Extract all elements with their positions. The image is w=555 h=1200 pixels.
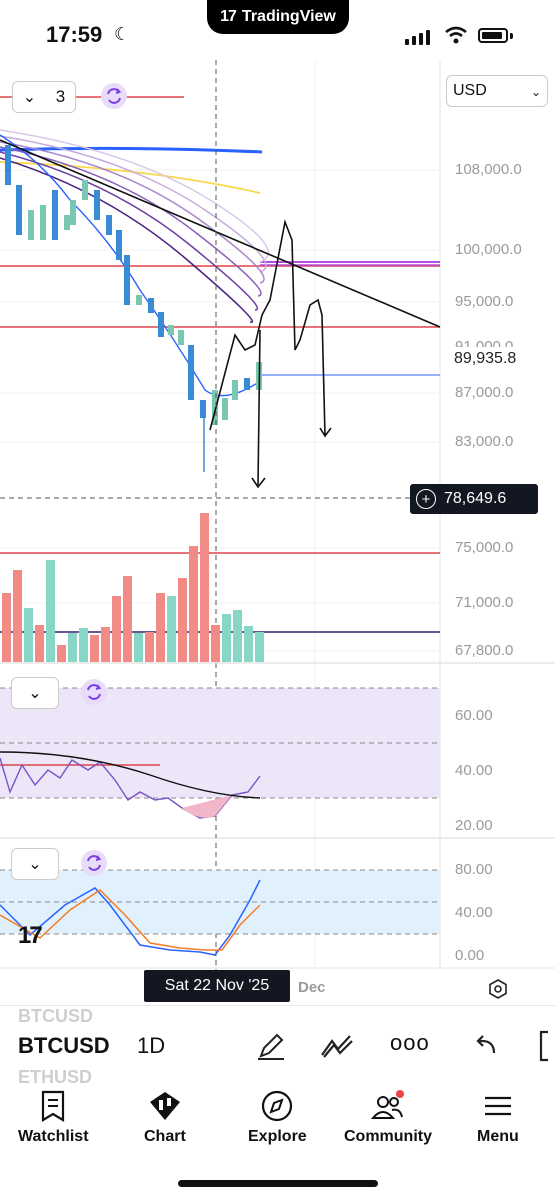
chevron-down-icon: ⌄: [530, 85, 541, 99]
pane-indicator-count: 3: [55, 87, 66, 106]
nav-community[interactable]: Community: [344, 1090, 432, 1146]
nav-menu[interactable]: Menu: [477, 1090, 519, 1146]
app-pill-label: TradingView: [241, 8, 336, 25]
rsi-axis-label: 60.00: [455, 707, 493, 724]
battery-icon: [478, 28, 508, 43]
nav-label: Watchlist: [18, 1128, 89, 1145]
more-icon[interactable]: ooo: [390, 1030, 430, 1055]
refresh-icon[interactable]: [100, 82, 128, 110]
currency-label: USD: [453, 82, 487, 99]
add-alert-icon[interactable]: +: [416, 489, 436, 509]
stoch-axis-label: 80.00: [455, 861, 493, 878]
drawing-pen-icon[interactable]: [255, 1030, 287, 1062]
currency-selector[interactable]: USD ⌄: [446, 75, 548, 107]
wifi-icon: [445, 26, 467, 44]
moon-icon: ☾: [114, 24, 131, 44]
chart-icon: [149, 1092, 180, 1120]
signal-icon: [405, 30, 430, 45]
tradingview-pill[interactable]: 17 TradingView: [207, 0, 349, 34]
tradingview-logo-icon: 17: [220, 8, 237, 25]
nav-label: Community: [344, 1128, 432, 1145]
price-axis-label: 100,000.0: [455, 241, 522, 258]
undo-icon[interactable]: [474, 1033, 500, 1057]
price-axis-label: 108,000.0: [455, 161, 522, 178]
pane-collapse-button[interactable]: ⌄ 3: [12, 81, 76, 113]
indicators-icon[interactable]: [320, 1033, 354, 1059]
watchlist-icon: [42, 1090, 65, 1122]
chart-canvas[interactable]: [0, 60, 555, 970]
price-axis-label: 83,000.0: [455, 433, 514, 450]
crosshair-price-label: 78,649.6: [444, 490, 507, 507]
symbol-ghost-previous: BTCUSD: [18, 1006, 93, 1026]
chevron-down-icon: ⌄: [22, 89, 37, 106]
nav-watchlist[interactable]: Watchlist: [18, 1090, 89, 1146]
stoch-axis-label: 0.00: [455, 947, 485, 964]
symbol-ghost-next: ETHUSD: [18, 1067, 93, 1087]
refresh-icon[interactable]: [80, 678, 108, 706]
nav-explore[interactable]: Explore: [248, 1090, 307, 1146]
status-time: 17:59: [46, 22, 103, 47]
price-axis-label: 71,000.0: [455, 594, 514, 611]
fullscreen-icon[interactable]: [536, 1030, 555, 1062]
nav-label: Menu: [477, 1128, 519, 1145]
refresh-icon[interactable]: [80, 849, 108, 877]
crosshair-price-tag[interactable]: + 78,649.6: [410, 484, 538, 514]
nav-chart[interactable]: Chart: [144, 1090, 186, 1146]
chevron-down-icon: ⌄: [28, 856, 42, 873]
compass-icon: [262, 1090, 293, 1122]
rsi-collapse-button[interactable]: ⌄: [11, 677, 59, 709]
home-indicator[interactable]: [178, 1180, 378, 1187]
price-axis-label: 87,000.0: [455, 384, 514, 401]
price-axis-label: 75,000.0: [455, 539, 514, 556]
menu-icon: [484, 1096, 511, 1116]
nav-label: Chart: [144, 1128, 186, 1145]
symbol-button[interactable]: BTCUSD: [18, 1033, 110, 1058]
stoch-axis-label: 40.00: [455, 904, 493, 921]
rsi-axis-label: 40.00: [455, 762, 493, 779]
chevron-down-icon: ⌄: [28, 685, 42, 702]
last-price-label: 89,935.8: [454, 350, 517, 367]
rsi-axis-label: 20.00: [455, 817, 493, 834]
crosshair-date-label: Sat 22 Nov '25: [144, 970, 290, 1002]
community-icon: [370, 1090, 404, 1119]
tradingview-watermark-icon: 17: [18, 922, 43, 949]
nav-label: Explore: [248, 1128, 307, 1145]
chart-settings-icon[interactable]: [487, 978, 509, 1000]
stoch-collapse-button[interactable]: ⌄: [11, 848, 59, 880]
price-axis-label: 95,000.0: [455, 293, 514, 310]
time-axis-label: Dec: [298, 979, 326, 996]
interval-button[interactable]: 1D: [137, 1033, 166, 1058]
price-axis-label: 91,000.0: [455, 338, 514, 347]
price-axis-label: 67,800.0: [455, 642, 514, 659]
